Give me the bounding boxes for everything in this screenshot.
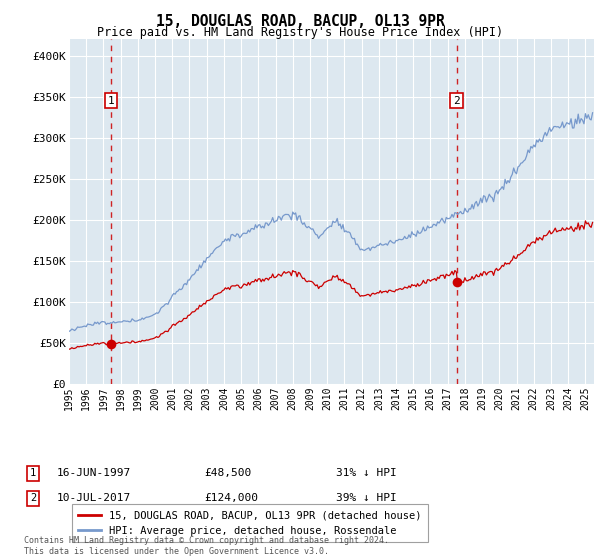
Text: 1: 1 xyxy=(30,468,36,478)
Text: Contains HM Land Registry data © Crown copyright and database right 2024.
This d: Contains HM Land Registry data © Crown c… xyxy=(24,536,389,556)
Text: 15, DOUGLAS ROAD, BACUP, OL13 9PR: 15, DOUGLAS ROAD, BACUP, OL13 9PR xyxy=(155,14,445,29)
Text: 2: 2 xyxy=(30,493,36,503)
Legend: 15, DOUGLAS ROAD, BACUP, OL13 9PR (detached house), HPI: Average price, detached: 15, DOUGLAS ROAD, BACUP, OL13 9PR (detac… xyxy=(71,504,428,542)
Text: 1: 1 xyxy=(108,96,115,106)
Text: £48,500: £48,500 xyxy=(204,468,251,478)
Text: 39% ↓ HPI: 39% ↓ HPI xyxy=(336,493,397,503)
Text: 16-JUN-1997: 16-JUN-1997 xyxy=(57,468,131,478)
Text: Price paid vs. HM Land Registry's House Price Index (HPI): Price paid vs. HM Land Registry's House … xyxy=(97,26,503,39)
Text: 2: 2 xyxy=(453,96,460,106)
Text: 10-JUL-2017: 10-JUL-2017 xyxy=(57,493,131,503)
Text: 31% ↓ HPI: 31% ↓ HPI xyxy=(336,468,397,478)
Text: £124,000: £124,000 xyxy=(204,493,258,503)
